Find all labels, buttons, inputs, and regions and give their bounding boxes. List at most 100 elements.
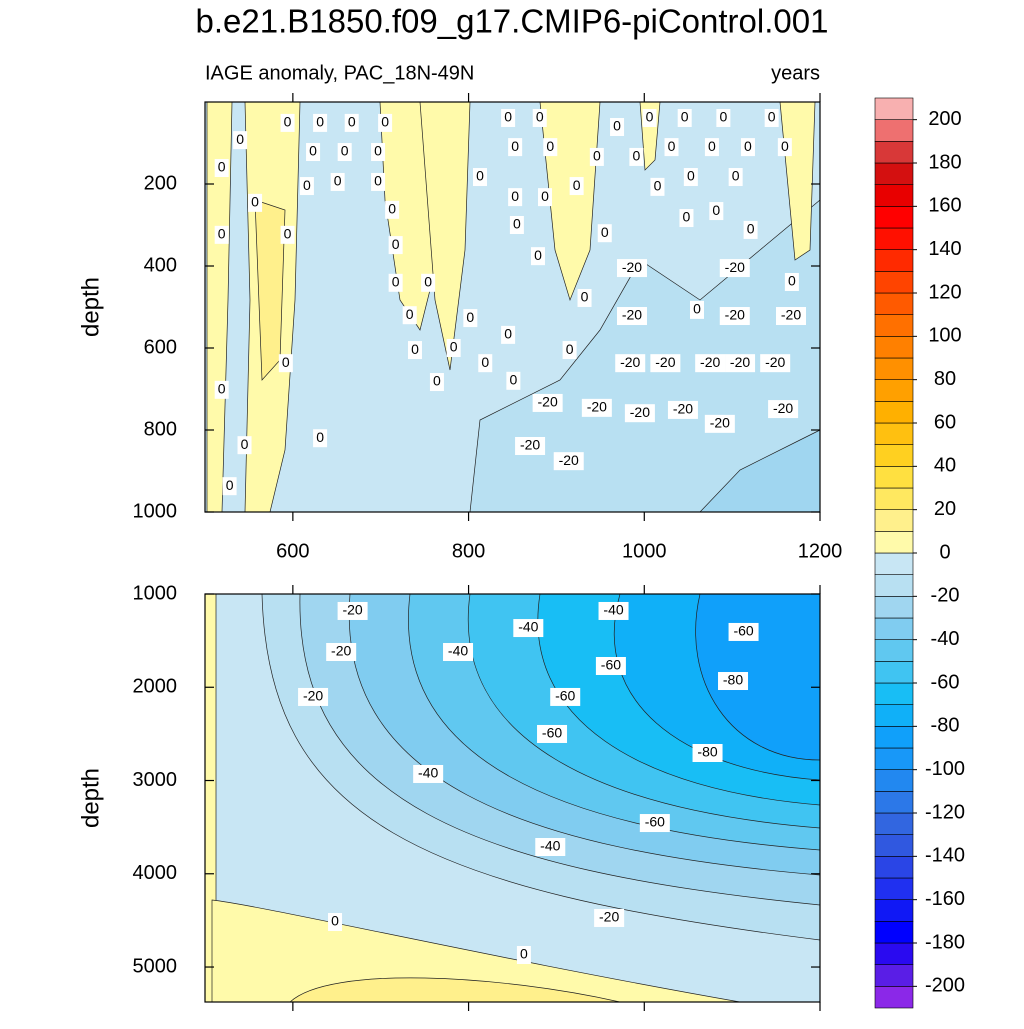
contour-label-text: 0 (511, 188, 519, 204)
colorbar-box (874, 964, 914, 987)
contour-label: -20 (616, 259, 647, 278)
contour-label: 0 (344, 114, 359, 132)
contour-label-text: 0 (768, 109, 776, 125)
contour-label-text: 0 (654, 178, 662, 194)
contour-label: 0 (378, 114, 393, 132)
colorbar-tick-label: 80 (934, 368, 956, 390)
contour-label-text: 0 (681, 109, 689, 125)
colorbar-tick-label: 140 (928, 238, 961, 260)
contour-label-text: -20 (700, 354, 720, 370)
contour-label-box (472, 168, 487, 187)
contour-label: -60 (595, 657, 626, 675)
contour-label: 0 (313, 429, 328, 448)
contour-label-text: 0 (334, 173, 342, 189)
contour-fills (204, 593, 821, 1003)
contour-label-text: 0 (374, 143, 382, 159)
colorbar-box (874, 357, 914, 380)
colorbar-box (874, 769, 914, 792)
contour-label: -20 (615, 354, 646, 373)
colorbar-box (874, 444, 914, 467)
contour-label: 0 (642, 109, 657, 127)
contour-label-text: 0 (251, 194, 259, 210)
contour-label: -20 (719, 307, 750, 326)
contour-label-text: 0 (424, 274, 432, 290)
colorbar-box (874, 834, 914, 857)
contour-label-text: 0 (303, 177, 311, 193)
contour-label-box (629, 147, 644, 166)
colorbar-box (874, 119, 914, 142)
contour-label-box (421, 273, 436, 292)
colorbar-box (874, 292, 914, 315)
plot-frame (204, 593, 821, 1003)
contour-label-box (278, 354, 293, 373)
colorbar-tick-label: -100 (925, 758, 965, 780)
contour-label: -20 (337, 602, 368, 620)
contour-label: 0 (683, 168, 698, 187)
colorbar-box (874, 184, 914, 207)
contour-label-text: -20 (587, 399, 607, 415)
contour-label-text: 0 (348, 114, 356, 130)
contour-label-box (589, 147, 604, 166)
contour-label-box (280, 225, 295, 244)
contour-label-text: 0 (381, 114, 389, 130)
contour-label-box (328, 912, 343, 931)
subtitle-left: IAGE anomaly, PAC_18N-49N (205, 62, 474, 84)
contour-label: 0 (371, 143, 386, 162)
contour-label-text: 0 (687, 168, 695, 184)
colorbar-box (874, 531, 914, 554)
contour-label-box (597, 224, 612, 243)
contour-label-box (719, 259, 750, 278)
contour-label: 0 (278, 354, 293, 373)
contour-label-text: -20 (725, 307, 745, 323)
contour-label-text: 0 (646, 109, 654, 125)
contour-label-text: -80 (697, 744, 717, 760)
colorbar-tick-label: -200 (925, 975, 965, 997)
contour-label-box (776, 307, 807, 326)
contour-label-box (516, 945, 531, 964)
contour-label-text: 0 (788, 273, 796, 289)
contour-label-box (709, 202, 724, 221)
contour-label: -60 (537, 725, 568, 743)
contour-label-text: -60 (555, 688, 575, 704)
contour-label-text: -60 (733, 623, 753, 639)
contour-label: -20 (515, 437, 546, 455)
contour-label-text: -20 (630, 404, 650, 420)
contour-label: 0 (313, 114, 328, 132)
colorbar-tick-label: -120 (925, 801, 965, 823)
contour-label-text: 0 (236, 131, 244, 147)
colorbar-box (874, 141, 914, 164)
contour-label-text: -20 (622, 307, 642, 323)
x-tick-label: 800 (452, 540, 485, 562)
contour-label: -20 (695, 354, 726, 373)
contour-label-text: 0 (241, 436, 249, 452)
colorbar-box (874, 227, 914, 250)
contour-label-text: -20 (710, 415, 730, 431)
contour-label: 0 (463, 309, 478, 328)
contour-label-text: 0 (450, 339, 458, 355)
colorbar-box (874, 509, 914, 532)
x-tick-label: 600 (276, 540, 309, 562)
contour-label-text: 0 (573, 177, 581, 193)
contour-label: 0 (777, 138, 792, 157)
contour-label-text: 0 (392, 236, 400, 252)
x-tick-label: 1000 (622, 540, 667, 562)
contour-label-box (594, 908, 625, 927)
contour-label-box (550, 687, 581, 706)
contour-label-box (385, 200, 400, 219)
contour-label: 0 (664, 138, 679, 157)
contour-label: -40 (513, 619, 544, 638)
contour-label-box (413, 764, 444, 783)
contour-label-text: 0 (747, 221, 755, 237)
contour-label-box (509, 216, 524, 234)
contour-label-text: 0 (309, 143, 317, 159)
contour-label-box (664, 138, 679, 157)
contour-label-text: -20 (620, 354, 640, 370)
contour-region (695, 593, 821, 761)
contour-label-text: 0 (712, 202, 720, 218)
contour-label-box (562, 341, 577, 360)
contour-label: 0 (407, 341, 422, 360)
colorbar-box (874, 726, 914, 749)
colorbar-tick-label: -160 (925, 888, 965, 910)
contour-label-box (313, 429, 328, 448)
colorbar-box (874, 379, 914, 402)
